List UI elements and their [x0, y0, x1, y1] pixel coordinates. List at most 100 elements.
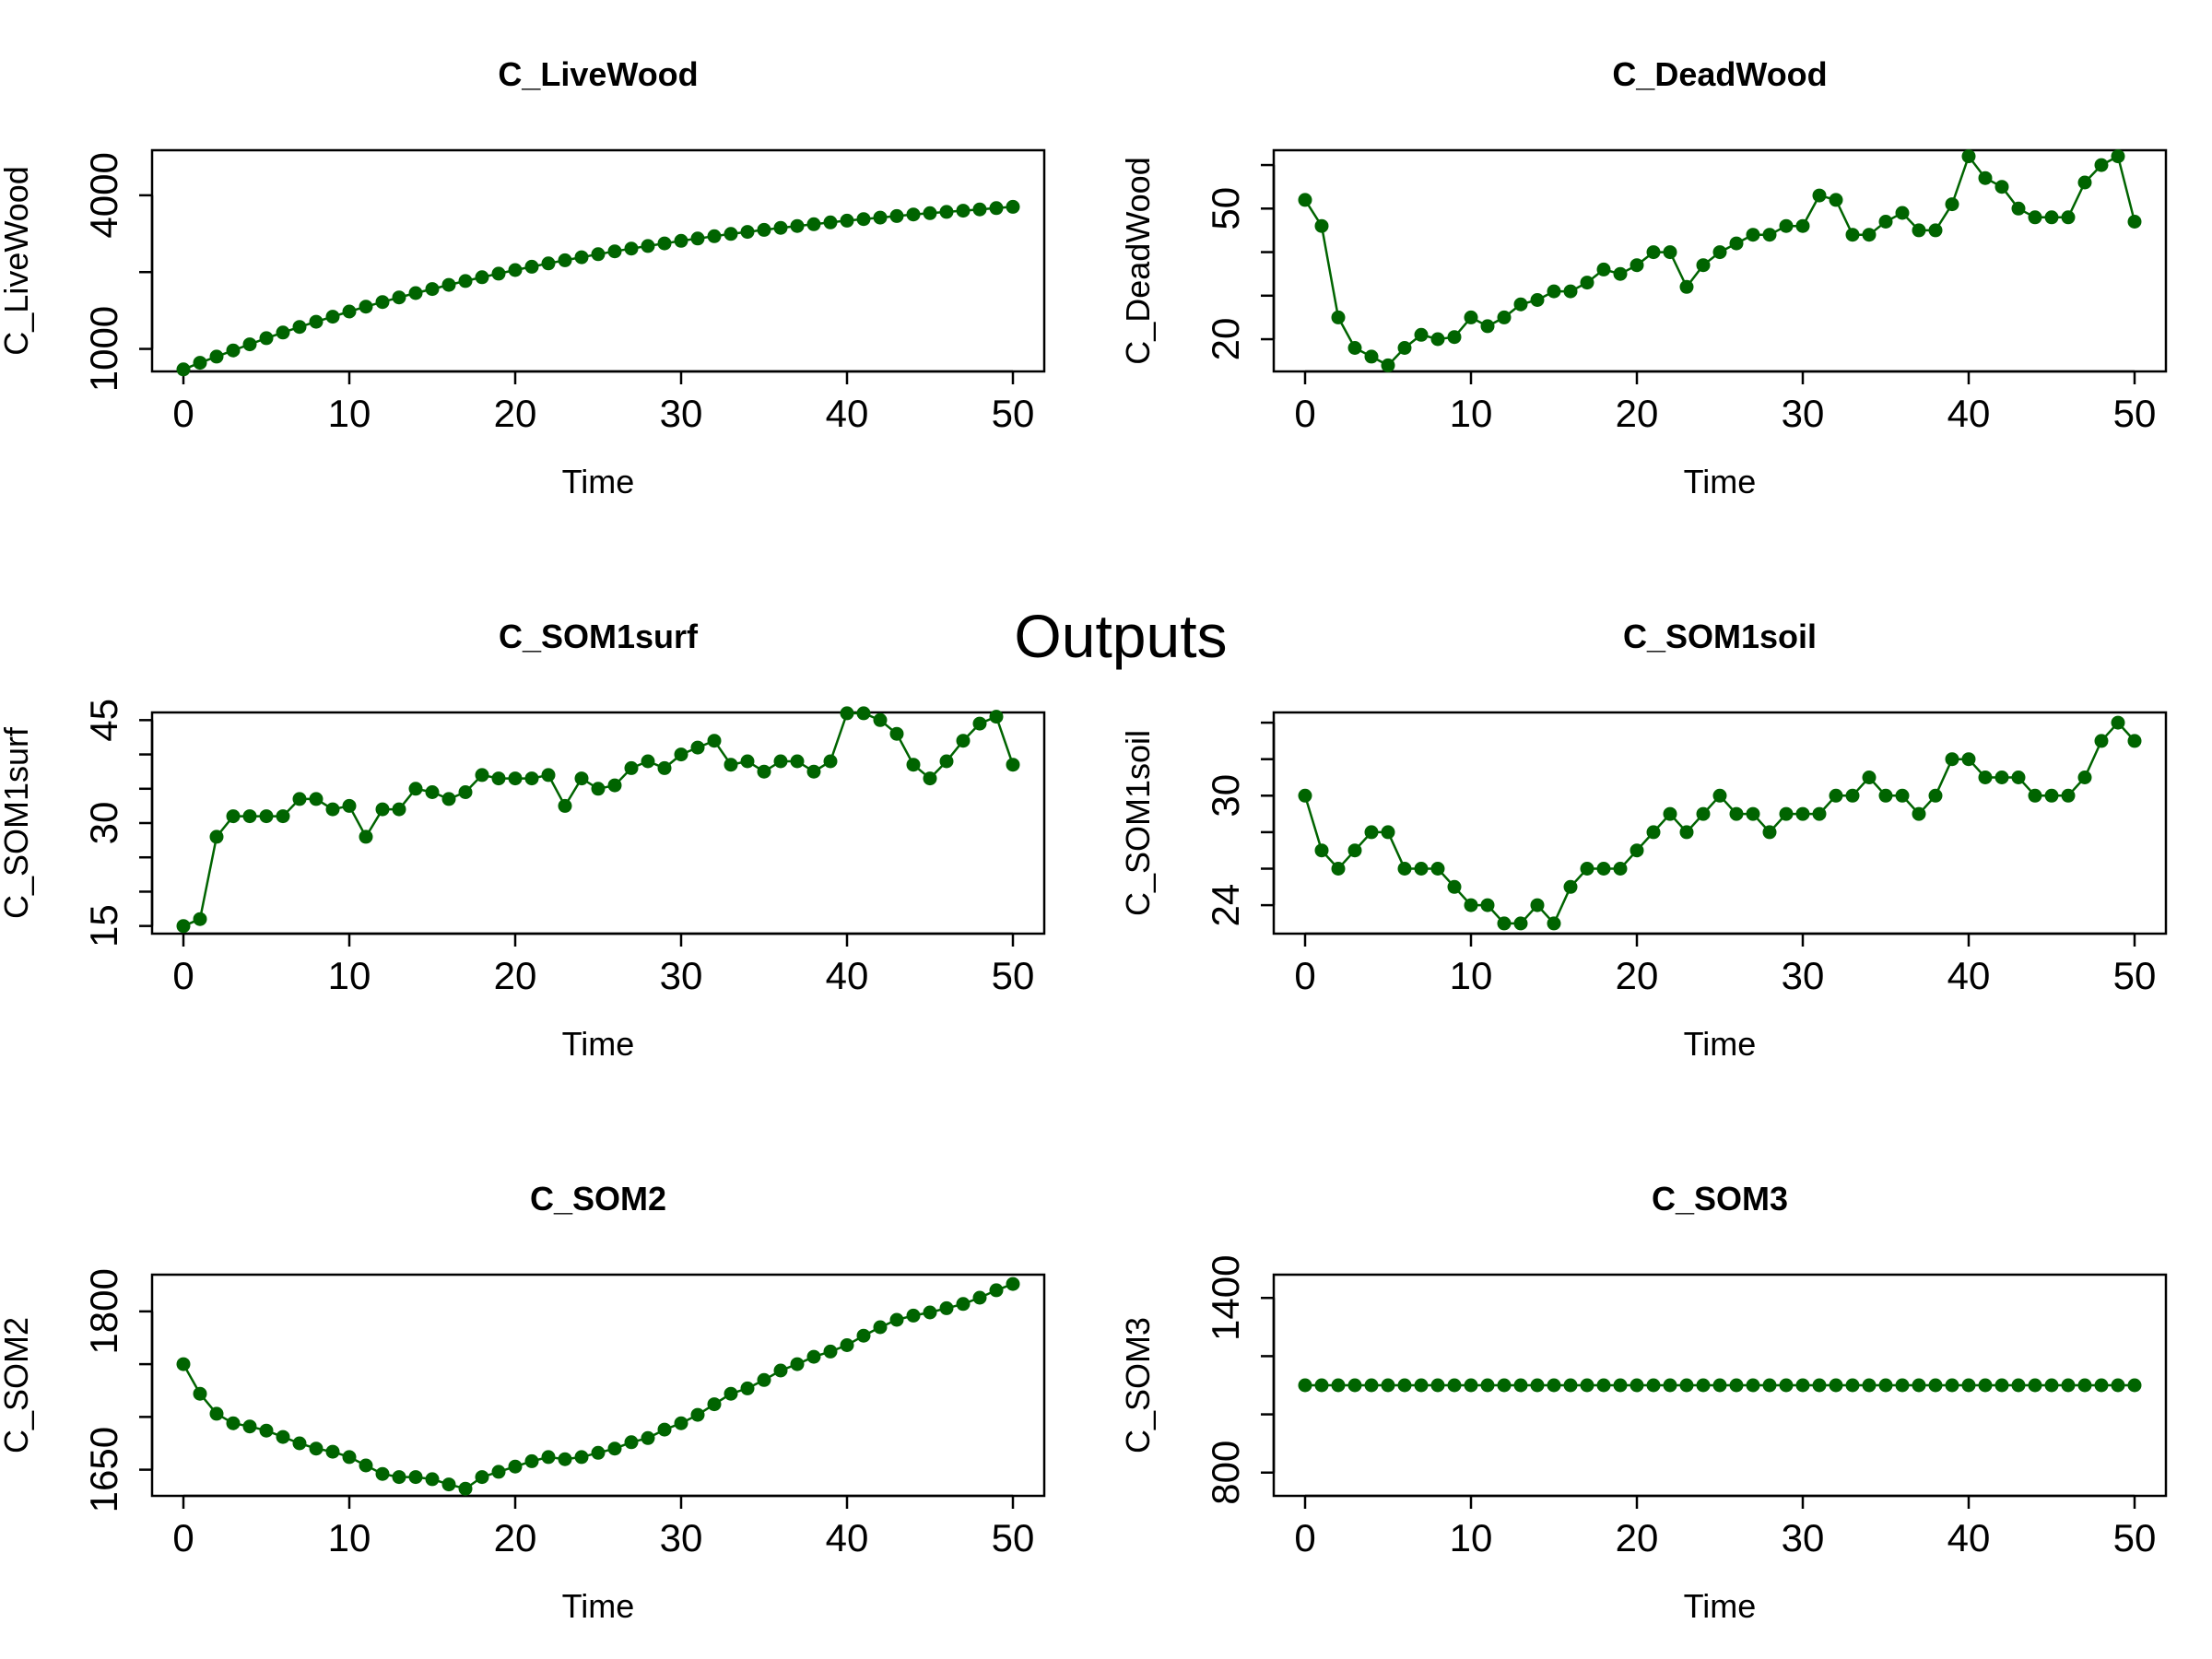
data-point [873, 210, 888, 225]
data-point [840, 706, 854, 721]
data-point [1928, 1378, 1943, 1393]
data-point [2094, 158, 2109, 172]
y-tick-label: 20 [1204, 318, 1247, 361]
y-tick-label: 4000 [82, 152, 125, 238]
data-point [657, 760, 672, 775]
data-point [939, 754, 954, 769]
x-tick-label: 20 [1616, 954, 1659, 997]
x-tick-label: 30 [1782, 392, 1825, 435]
data-point [1613, 862, 1628, 876]
y-axis-label: C_LiveWood [0, 166, 35, 355]
data-point [2127, 215, 2142, 229]
data-point [2061, 1378, 2076, 1393]
data-point [1912, 223, 1926, 238]
data-point [1006, 1277, 1020, 1291]
data-point [2011, 1378, 2026, 1393]
x-tick-label: 40 [1947, 1516, 1991, 1559]
y-tick-label: 1650 [82, 1427, 125, 1512]
data-point [1912, 1378, 1926, 1393]
data-point [1978, 771, 1993, 784]
panel-title: C_SOM2 [530, 1180, 666, 1218]
data-point [2111, 149, 2125, 164]
data-point [1480, 898, 1495, 912]
y-tick-label: 45 [82, 699, 125, 742]
data-point [1547, 1378, 1561, 1393]
data-point [441, 792, 456, 806]
data-point [840, 213, 854, 228]
data-point [1630, 258, 1644, 273]
data-point [325, 1444, 340, 1459]
data-point [1580, 1378, 1594, 1393]
data-point [740, 754, 755, 769]
data-point [773, 754, 788, 769]
data-point [1298, 788, 1312, 803]
y-tick-label: 30 [82, 802, 125, 845]
data-point [1314, 843, 1329, 858]
data-point [1795, 1378, 1810, 1393]
panel-c-som2: C_SOM2 0 10 20 30 40 50 Time 1650 1800 C_SOM2 [0, 1180, 1046, 1625]
data-point [342, 798, 357, 813]
data-point [1580, 862, 1594, 876]
y-axis-label: C_DeadWood [1119, 157, 1157, 364]
data-point [309, 1441, 324, 1456]
data-point [1414, 862, 1429, 876]
data-point [1945, 197, 1959, 212]
data-point [906, 758, 921, 772]
x-tick-label: 50 [2113, 1516, 2157, 1559]
data-point [889, 1312, 904, 1327]
data-point [823, 1344, 838, 1359]
data-point [889, 208, 904, 223]
data-point [1630, 1378, 1644, 1393]
data-point [724, 758, 738, 772]
x-tick-label: 30 [1782, 1516, 1825, 1559]
data-point [2077, 1378, 2092, 1393]
data-point [375, 295, 390, 310]
data-point [939, 1300, 954, 1315]
data-point [1596, 862, 1611, 876]
data-point [309, 792, 324, 806]
data-point [392, 1470, 406, 1485]
data-point [1447, 1378, 1462, 1393]
y-axis-label: C_SOM1soil [1119, 730, 1157, 916]
data-point [309, 314, 324, 329]
data-point [641, 1430, 655, 1445]
x-tick-label: 10 [328, 1516, 371, 1559]
x-axis-label: Time [1684, 1025, 1757, 1063]
data-point [1746, 1378, 1760, 1393]
data-point [823, 215, 838, 229]
data-point [2044, 788, 2059, 803]
data-point [425, 1472, 440, 1487]
data-point [2061, 210, 2076, 225]
data-point [441, 277, 456, 292]
data-point [458, 785, 473, 799]
data-point [2044, 210, 2059, 225]
data-point [607, 244, 622, 259]
data-point [1347, 341, 1362, 355]
data-point [1630, 843, 1644, 858]
data-point [1746, 806, 1760, 821]
y-tick-label: 50 [1204, 187, 1247, 230]
data-point [1994, 180, 2009, 194]
data-point [1513, 297, 1528, 312]
data-point [707, 1397, 722, 1412]
data-point [690, 1407, 705, 1422]
data-point [1679, 825, 1694, 840]
data-point [1314, 218, 1329, 233]
x-tick-label: 0 [1294, 954, 1315, 997]
data-point [1878, 1378, 1893, 1393]
data-point [1298, 1378, 1312, 1393]
panel-c-som1soil: C_SOM1soil 0 10 20 30 40 50 Time 24 30 C_SOM1soil [1119, 618, 2168, 1063]
data-point [259, 809, 274, 824]
x-tick-label: 0 [1294, 392, 1315, 435]
data-point [2111, 715, 2125, 730]
data-point [1596, 1378, 1611, 1393]
data-point [193, 356, 207, 371]
data-point [1430, 1378, 1445, 1393]
data-point [1497, 1378, 1512, 1393]
x-tick-label: 50 [992, 392, 1035, 435]
data-point [923, 771, 937, 786]
data-point [574, 1450, 589, 1465]
data-point [1613, 266, 1628, 281]
